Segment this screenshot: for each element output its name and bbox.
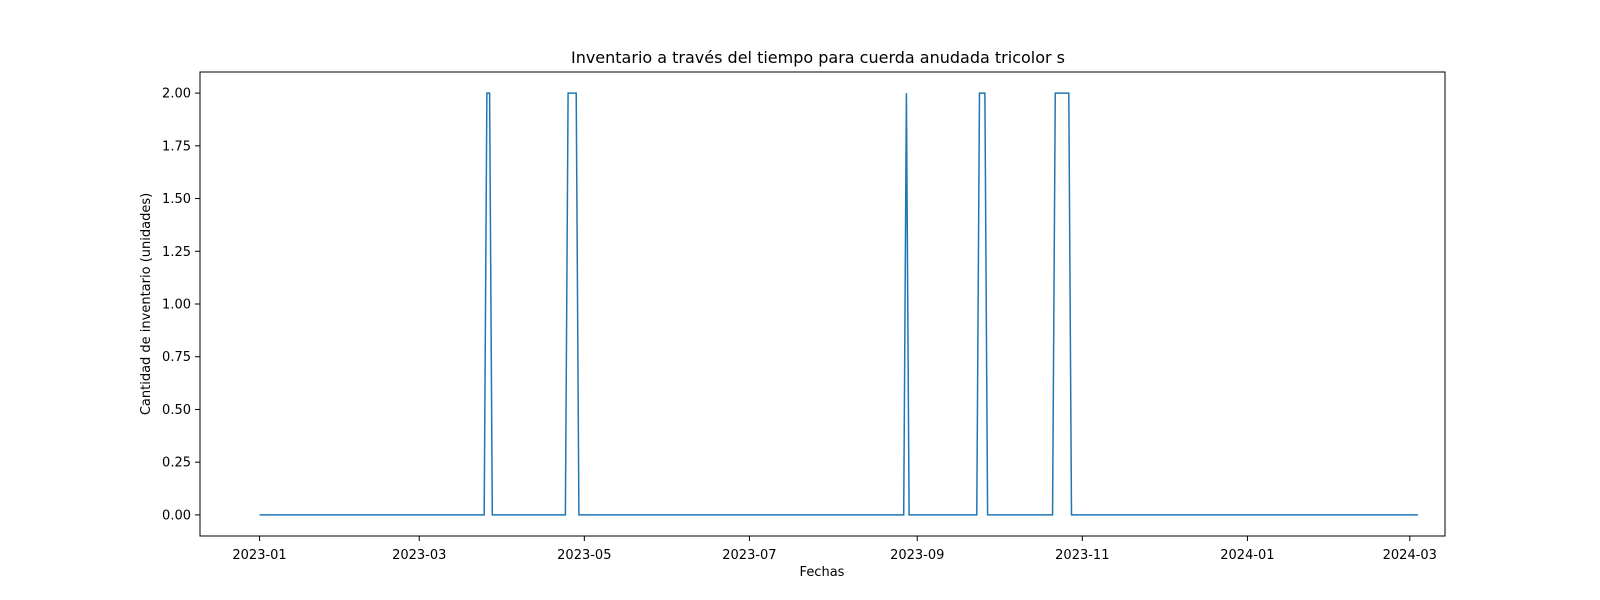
chart-title: Inventario a través del tiempo para cuer… [571,48,1065,67]
y-tick-label: 1.75 [162,139,191,154]
x-tick-label: 2024-01 [1220,548,1274,563]
y-tick-label: 1.25 [162,245,191,260]
x-axis: 2023-01 2023-03 2023-05 2023-07 2023-09 2023-… [232,536,1437,563]
y-tick-label: 0.50 [162,403,191,418]
y-tick-label: 0.25 [162,456,191,471]
x-tick-label: 2024-03 [1383,548,1437,563]
x-tick-label: 2023-05 [557,548,611,563]
y-tick-label: 0.75 [162,350,191,365]
x-tick-label: 2023-01 [232,548,286,563]
y-tick-label: 0.00 [162,508,191,523]
series-line-layer [259,92,1418,516]
y-tick-label: 1.00 [162,298,191,313]
x-axis-label: Fechas [800,565,845,580]
series-line-0 [259,92,1418,516]
y-axis-label: Cantidad de inventario (unidades) [139,193,154,415]
x-tick-label: 2023-07 [722,548,776,563]
x-tick-label: 2023-09 [890,548,944,563]
x-tick-label: 2023-03 [392,548,446,563]
x-tick-label: 2023-11 [1055,548,1109,563]
y-tick-label: 1.50 [162,192,191,207]
y-axis: 0.00 0.25 0.50 0.75 1.00 1.25 1.50 1.75 2.00 [162,87,200,523]
y-tick-label: 2.00 [162,87,191,102]
